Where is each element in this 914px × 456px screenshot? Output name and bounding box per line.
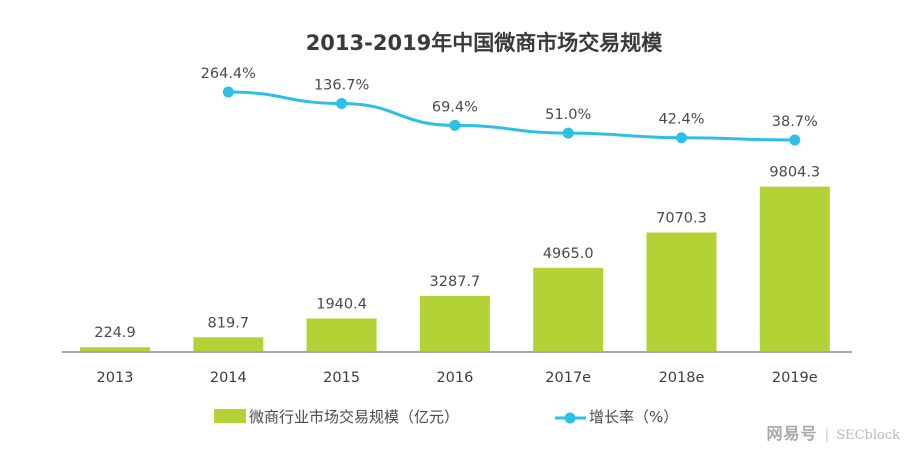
growth-rate-point-2019e <box>789 134 801 146</box>
growth-rate-line <box>228 90 795 142</box>
watermark-separator: | <box>824 427 830 443</box>
watermark-account: SECblock <box>836 428 900 443</box>
bar-2019e <box>759 186 830 351</box>
x-tick-2014: 2014 <box>210 370 247 386</box>
watermark: 网易号 | SECblock <box>766 420 900 444</box>
legend: 微商行业市场交易规模（亿元） 增长率（%） <box>214 408 678 426</box>
bar-2017e <box>533 267 604 351</box>
growth-rate-label-2017e: 51.0% <box>545 107 591 123</box>
legend-line-label: 增长率（%） <box>589 408 678 426</box>
bar-value-label-2013: 224.9 <box>94 325 136 341</box>
bar-value-label-2019e: 9804.3 <box>769 165 820 181</box>
growth-rate-labels: 264.4% 136.7% 69.4% 51.0% 42.4% 38.7% <box>201 66 818 130</box>
x-tick-2019e: 2019e <box>772 370 818 386</box>
legend-bar-label: 微商行业市场交易规模（亿元） <box>249 408 459 426</box>
bar-2014 <box>193 337 264 351</box>
growth-rate-series <box>222 86 801 146</box>
growth-rate-point-2018e <box>676 132 687 144</box>
growth-rate-point-2015 <box>336 97 348 109</box>
bar-2015 <box>306 318 377 351</box>
growth-rate-point-2016 <box>449 119 461 131</box>
growth-rate-label-2014: 264.4% <box>201 66 256 82</box>
bar-value-label-2016: 3287.7 <box>430 274 481 290</box>
x-tick-2018e: 2018e <box>659 370 705 386</box>
x-tick-2017e: 2017e <box>545 370 591 386</box>
growth-rate-label-2015: 136.7% <box>314 77 369 93</box>
watermark-logo: 网易号 <box>766 424 818 443</box>
chart-title: 2013-2019年中国微商市场交易规模 <box>306 31 664 55</box>
growth-rate-point-2017e <box>562 127 574 139</box>
bar-2013 <box>80 347 150 351</box>
legend-line-marker <box>564 412 576 424</box>
bar-value-label-2014: 819.7 <box>208 315 250 331</box>
bar-2016 <box>419 295 490 351</box>
growth-rate-label-2019e: 38.7% <box>772 114 818 130</box>
growth-rate-label-2016: 69.4% <box>432 99 478 115</box>
legend-bar-swatch <box>214 409 246 423</box>
growth-rate-label-2018e: 42.4% <box>658 112 704 128</box>
x-tick-2015: 2015 <box>323 370 360 386</box>
bar-value-label-2015: 1940.4 <box>316 296 367 312</box>
bar-value-label-2018e: 7070.3 <box>656 210 707 226</box>
bar-value-labels: 224.9 819.7 1940.4 3287.7 4965.0 7070.3 9804.3 <box>94 165 820 342</box>
x-tick-2016: 2016 <box>436 370 473 386</box>
bar-2018e <box>646 232 717 351</box>
x-tick-2013: 2013 <box>97 370 134 386</box>
x-tick-labels: 2013 2014 2015 2016 2017e 2018e 2019e <box>97 370 818 386</box>
bar-series <box>80 186 830 351</box>
growth-rate-point-2014 <box>222 86 234 98</box>
bar-value-label-2017e: 4965.0 <box>543 246 594 262</box>
